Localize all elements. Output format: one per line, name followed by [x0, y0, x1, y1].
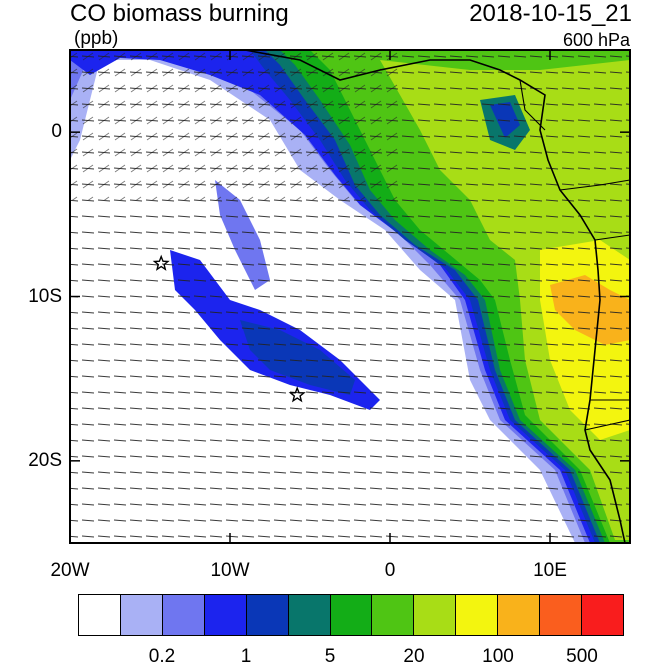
colorbar-cell	[204, 595, 247, 635]
star-marker-1	[152, 254, 170, 271]
colorbar-cell	[540, 595, 583, 635]
colorbar-cell	[288, 595, 331, 635]
colorbar-label: 100	[482, 646, 514, 667]
country-borders	[519, 79, 630, 431]
colorbar-cell	[79, 595, 121, 635]
colorbar-label: 20	[403, 646, 425, 667]
pressure-level: 600 hPa	[562, 30, 630, 50]
colorbar-cell	[456, 595, 499, 635]
axis-ticks	[69, 50, 630, 543]
colorbar-cell	[246, 595, 289, 635]
colorbar-label: 1	[240, 646, 252, 667]
map-title: CO biomass burning	[70, 0, 289, 27]
plot-area	[70, 50, 630, 543]
lon-label: 20W	[50, 560, 90, 581]
map-units: (ppb)	[74, 28, 119, 49]
colorbar-cell	[330, 595, 373, 635]
lon-label: 0	[384, 560, 396, 581]
colorbar-cell	[582, 595, 623, 635]
star-marker-2	[288, 386, 306, 403]
colorbar-cell	[162, 595, 205, 635]
lon-label: 10W	[210, 560, 250, 581]
map-timestamp: 2018-10-15_21	[469, 0, 632, 27]
coastline	[244, 50, 626, 543]
colorbar-cell	[414, 595, 457, 635]
lat-label: 20S	[28, 449, 62, 471]
colorbar-label: 5	[324, 646, 336, 667]
lon-label: 10E	[533, 560, 567, 581]
colorbar-label: 0.2	[148, 646, 176, 667]
lat-label: 0	[51, 121, 62, 143]
colorbar-label: 500	[566, 646, 598, 667]
lat-label: 10S	[28, 285, 62, 307]
colorbar-cell	[372, 595, 415, 635]
colorbar-cell	[498, 595, 541, 635]
colorbar	[78, 594, 624, 636]
colorbar-cell	[120, 595, 163, 635]
star-markers	[152, 254, 306, 403]
